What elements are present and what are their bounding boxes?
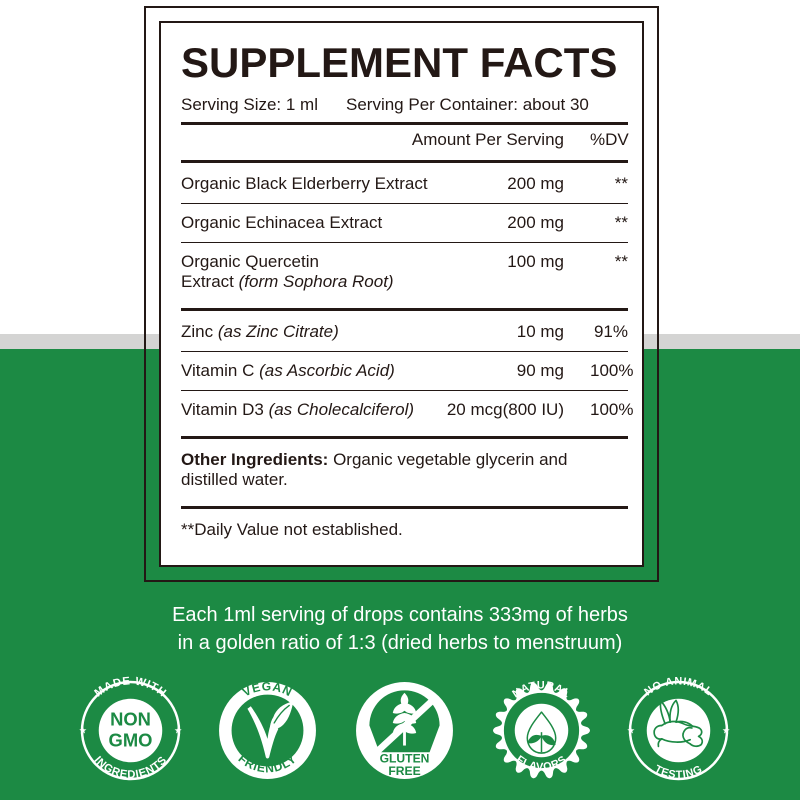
svg-text:FREE: FREE	[388, 764, 420, 778]
svg-text:MADE WITH: MADE WITH	[92, 675, 168, 699]
svg-text:TESTING: TESTING	[652, 763, 704, 781]
svg-text:GMO: GMO	[108, 729, 152, 750]
svg-text:NON: NON	[110, 708, 151, 729]
svg-text:NO ANIMAL: NO ANIMAL	[642, 676, 715, 699]
